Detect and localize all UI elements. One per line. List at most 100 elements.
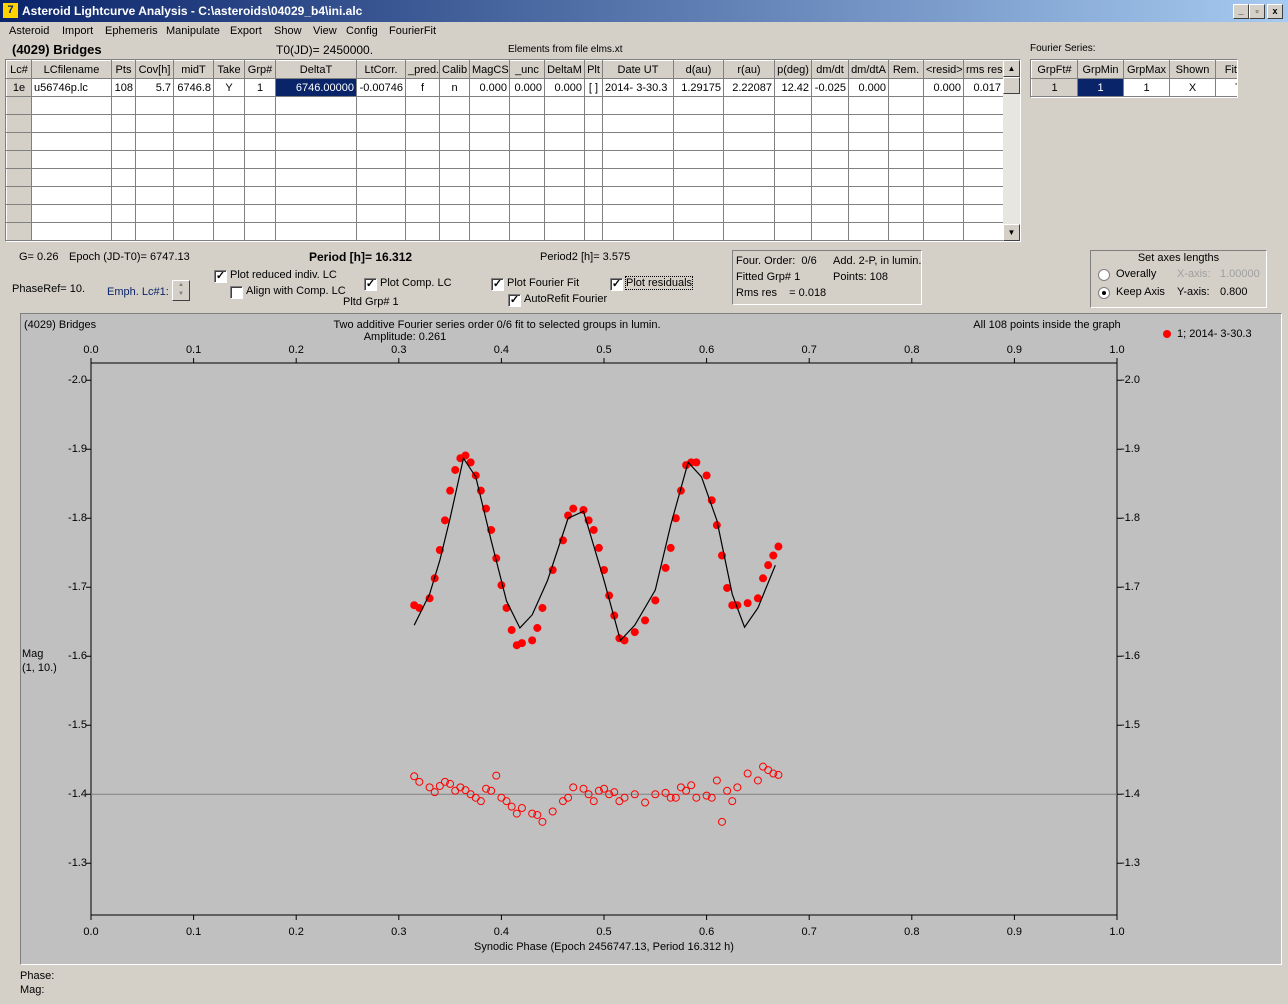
empty-cell [811, 168, 849, 187]
close-button[interactable]: x [1267, 4, 1283, 19]
plot-frame [90, 362, 1118, 916]
scrollbar[interactable]: ▲ ▼ [1003, 60, 1020, 241]
menu-item[interactable]: Export [230, 25, 262, 37]
empty-cell [774, 96, 812, 115]
empty-cell [173, 96, 214, 115]
empty-cell [811, 222, 849, 241]
menu-item[interactable]: Ephemeris [105, 25, 158, 37]
cell[interactable]: 0.017 [963, 78, 1004, 97]
cell[interactable]: 0.000 [469, 78, 510, 97]
cell[interactable]: 108 [111, 78, 136, 97]
empty-cell [173, 132, 214, 151]
restore-button[interactable]: ▫ [1249, 4, 1265, 19]
data-point [769, 551, 778, 560]
empty-cell [356, 222, 406, 241]
checkbox[interactable]: ✓ [491, 278, 504, 291]
empty-cell [811, 114, 849, 133]
cell[interactable]: 6746.00000 [275, 78, 357, 97]
scroll-down[interactable]: ▼ [1003, 224, 1020, 241]
cell[interactable]: n [439, 78, 470, 97]
cell[interactable] [888, 78, 924, 97]
empty-cell [509, 222, 545, 241]
residual-point [676, 783, 685, 792]
scroll-thumb[interactable] [1003, 77, 1020, 94]
cell[interactable]: 2.22087 [723, 78, 775, 97]
cell[interactable]: -0.00746 [356, 78, 406, 97]
cell[interactable]: -0.025 [811, 78, 849, 97]
checkbox[interactable]: ✓ [364, 278, 377, 291]
radio-button[interactable] [1098, 287, 1110, 299]
cell[interactable]: u56746p.lc [31, 78, 112, 97]
empty-cell [584, 96, 603, 115]
empty-cell [509, 96, 545, 115]
column-header: DeltaM [544, 60, 585, 79]
empty-cell [723, 132, 775, 151]
data-point [666, 543, 675, 552]
checkbox[interactable]: ✓ [610, 278, 623, 291]
checkbox[interactable] [230, 286, 243, 299]
empty-cell [111, 96, 136, 115]
cell[interactable]: 2014- 3-30.3 [602, 78, 674, 97]
column-header: DeltaT [275, 60, 357, 79]
menu-item[interactable]: View [313, 25, 337, 37]
cell[interactable]: f [405, 78, 440, 97]
empty-cell [469, 204, 510, 223]
axes-box: Set axes lengths [1090, 250, 1267, 308]
cell[interactable]: Y [213, 78, 245, 97]
checkbox-label[interactable]: AutoRefit Fourier [524, 293, 608, 305]
menu-item[interactable]: Asteroid [9, 25, 50, 37]
data-point [723, 583, 732, 592]
minimize-button[interactable]: _ [1233, 4, 1249, 19]
checkbox-label[interactable]: Plot reduced indiv. LC [230, 269, 337, 281]
checkbox[interactable]: ✓ [214, 270, 227, 283]
empty-cell [6, 186, 32, 205]
cell[interactable]: 12.42 [774, 78, 812, 97]
empty-cell [848, 96, 889, 115]
empty-cell [405, 132, 440, 151]
empty-cell [509, 168, 545, 187]
menu-item[interactable]: Config [346, 25, 378, 37]
radio-button[interactable] [1098, 269, 1110, 281]
menu-item[interactable]: Manipulate [166, 25, 220, 37]
empty-cell [6, 132, 32, 151]
cell[interactable]: 0.000 [848, 78, 889, 97]
y-tick-label: -1.7 [1121, 581, 1140, 593]
checkbox-label[interactable]: Align with Comp. LC [246, 285, 346, 297]
cell[interactable]: 1e [6, 78, 32, 97]
checkbox-label[interactable]: Plot Comp. LC [380, 277, 452, 289]
empty-cell [888, 150, 924, 169]
radio-label[interactable]: Overally [1116, 268, 1157, 280]
column-header: dm/dt [811, 60, 849, 79]
empty-cell [244, 186, 276, 205]
radio-label[interactable]: Keep Axis [1116, 286, 1165, 298]
cell[interactable]: 6746.8 [173, 78, 214, 97]
cell[interactable]: 0.000 [923, 78, 964, 97]
cell[interactable]: [ ] [584, 78, 603, 97]
empty-cell [584, 168, 603, 187]
menu-item[interactable]: Import [62, 25, 94, 37]
column-header: midT [173, 60, 214, 79]
column-header: Lc# [6, 60, 32, 79]
cell[interactable]: 5.7 [135, 78, 174, 97]
column-header: Cov[h] [135, 60, 174, 79]
cell[interactable]: 0.000 [509, 78, 545, 97]
cell[interactable]: 1.29175 [673, 78, 724, 97]
checkbox-label[interactable]: Plot Fourier Fit [507, 277, 580, 289]
cell[interactable]: 0.000 [544, 78, 585, 97]
cell[interactable]: 1 [244, 78, 276, 97]
checkbox[interactable]: ✓ [508, 294, 521, 307]
menu-item[interactable]: FourierFit [389, 25, 437, 37]
scroll-up[interactable]: ▲ [1003, 60, 1020, 77]
empty-cell [888, 114, 924, 133]
empty-cell [439, 132, 470, 151]
empty-cell [673, 132, 724, 151]
empty-cell [439, 222, 470, 241]
spinner[interactable]: ▲ ▼ [172, 280, 190, 301]
empty-cell [244, 96, 276, 115]
y-tick-label: -1.8 [1121, 512, 1140, 524]
menu-item[interactable]: Show [274, 25, 302, 37]
empty-cell [723, 168, 775, 187]
data-point [466, 458, 475, 467]
x-tick-label: 0.5 [596, 926, 611, 938]
checkbox-label[interactable]: Plot residuals [624, 276, 694, 290]
